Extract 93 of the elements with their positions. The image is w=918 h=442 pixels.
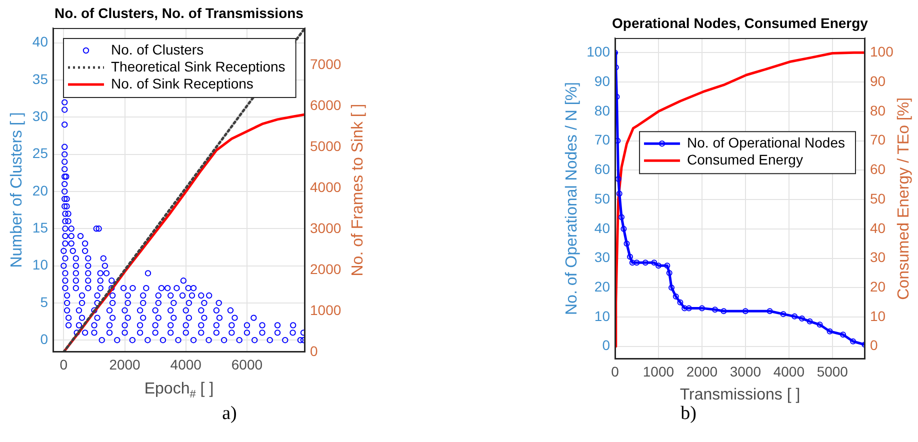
point	[712, 306, 718, 313]
legend-label: No. of Clusters	[111, 41, 204, 58]
y2-tick-label: 0	[310, 342, 318, 359]
y-tick-label: 35	[32, 70, 48, 87]
point	[682, 305, 688, 312]
x-axis-title: Epoch# [ ]	[144, 380, 214, 401]
x-tick-label: 6000	[231, 356, 263, 372]
y2-tick-label: 3000	[310, 220, 342, 236]
point	[698, 305, 705, 312]
x-tick-label: 3000	[730, 363, 762, 380]
y2-tick-label: 1000	[310, 302, 342, 318]
point	[618, 214, 625, 220]
point	[806, 318, 813, 324]
point	[798, 315, 805, 322]
point	[629, 260, 636, 266]
y-axis-title: Number of Clusters [ ]	[8, 112, 26, 268]
text: b)	[680, 403, 698, 425]
y2-tick-label: 100	[870, 44, 894, 60]
y2-axis-title: Consumed Energy / TEo [%]	[895, 97, 912, 300]
y2-tick-label: 2000	[310, 260, 342, 277]
legend-label: Consumed Energy	[687, 151, 803, 168]
point	[642, 260, 648, 266]
y2-tick-label: 5000	[310, 138, 342, 154]
point	[816, 322, 823, 328]
y2-axis-title: No. of Frames to Sink [ ]	[349, 104, 366, 276]
y2-tick-label: 40	[870, 220, 886, 236]
y2-tick-label: 50	[870, 190, 886, 206]
y-tick-label: 0	[602, 337, 610, 354]
chart-title: Operational Nodes, Consumed Energy	[612, 14, 868, 31]
point	[624, 240, 630, 247]
point	[780, 311, 786, 318]
point	[672, 293, 679, 300]
y2-tick-label: 30	[870, 249, 886, 266]
y-tick-label: 20	[32, 182, 48, 198]
y-tick-label: 90	[594, 72, 610, 89]
text: a)	[221, 403, 238, 425]
y-tick-label: 5	[40, 294, 48, 310]
y-tick-label: 100	[586, 44, 610, 60]
point	[677, 299, 684, 306]
point	[766, 308, 773, 314]
point	[634, 260, 640, 266]
y-tick-label: 15	[32, 220, 48, 236]
y-tick-label: 40	[32, 34, 48, 50]
x-tick-label: 2000	[109, 356, 141, 372]
y-tick-label: 60	[594, 161, 610, 178]
x-tick-label: 5000	[816, 363, 848, 380]
y-axis-title: No. of Operational Nodes / N [%]	[563, 82, 580, 315]
x-tick-label: 2000	[686, 363, 718, 380]
y2-tick-label: 4000	[310, 178, 342, 195]
point	[651, 260, 658, 266]
y2-tick-label: 90	[870, 72, 886, 89]
x-axis-title: Transmissions [ ]	[680, 386, 800, 404]
point	[686, 305, 692, 312]
legend-label: Theoretical Sink Receptions	[111, 58, 286, 74]
y-tick-label: 70	[594, 132, 610, 148]
point	[668, 284, 675, 291]
point	[826, 328, 833, 334]
x-tick-label: 0	[60, 356, 68, 372]
y2-tick-label: 60	[870, 161, 886, 178]
point	[850, 338, 856, 344]
point	[720, 308, 727, 314]
y2-tick-label: 6000	[310, 96, 342, 113]
point	[742, 308, 748, 314]
y-tick-label: 30	[594, 249, 610, 266]
y-tick-label: 30	[32, 108, 48, 124]
y2-tick-label: 20	[870, 278, 886, 294]
y-tick-label: 10	[594, 308, 610, 324]
y2-tick-label: 80	[870, 102, 886, 118]
point	[627, 254, 633, 260]
y-tick-label: 10	[32, 256, 48, 273]
point	[664, 262, 670, 269]
point	[616, 190, 622, 197]
y-tick-label: 40	[594, 220, 610, 236]
y2-tick-label: 70	[870, 132, 886, 148]
point	[792, 313, 798, 320]
point	[840, 332, 846, 338]
x-tick-label: 4000	[773, 363, 805, 380]
y2-tick-label: 0	[870, 337, 878, 354]
point	[620, 226, 627, 232]
y2-tick-label: 10	[870, 308, 886, 324]
legend-label: No. of Sink Receptions	[111, 75, 254, 92]
chart-title: No. of Clusters, No. of Transmissions	[54, 4, 304, 21]
point	[666, 270, 672, 276]
y-tick-label: 50	[594, 190, 610, 206]
y-tick-label: 20	[594, 278, 610, 294]
point	[655, 262, 662, 269]
y-tick-label: 0	[40, 330, 48, 347]
y-tick-label: 80	[594, 102, 610, 118]
y-tick-label: 25	[32, 145, 48, 162]
x-tick-label: 1000	[642, 363, 674, 380]
y2-tick-label: 7000	[310, 56, 342, 72]
legend-label: No. of Operational Nodes	[687, 134, 846, 150]
x-tick-label: 4000	[170, 356, 202, 372]
